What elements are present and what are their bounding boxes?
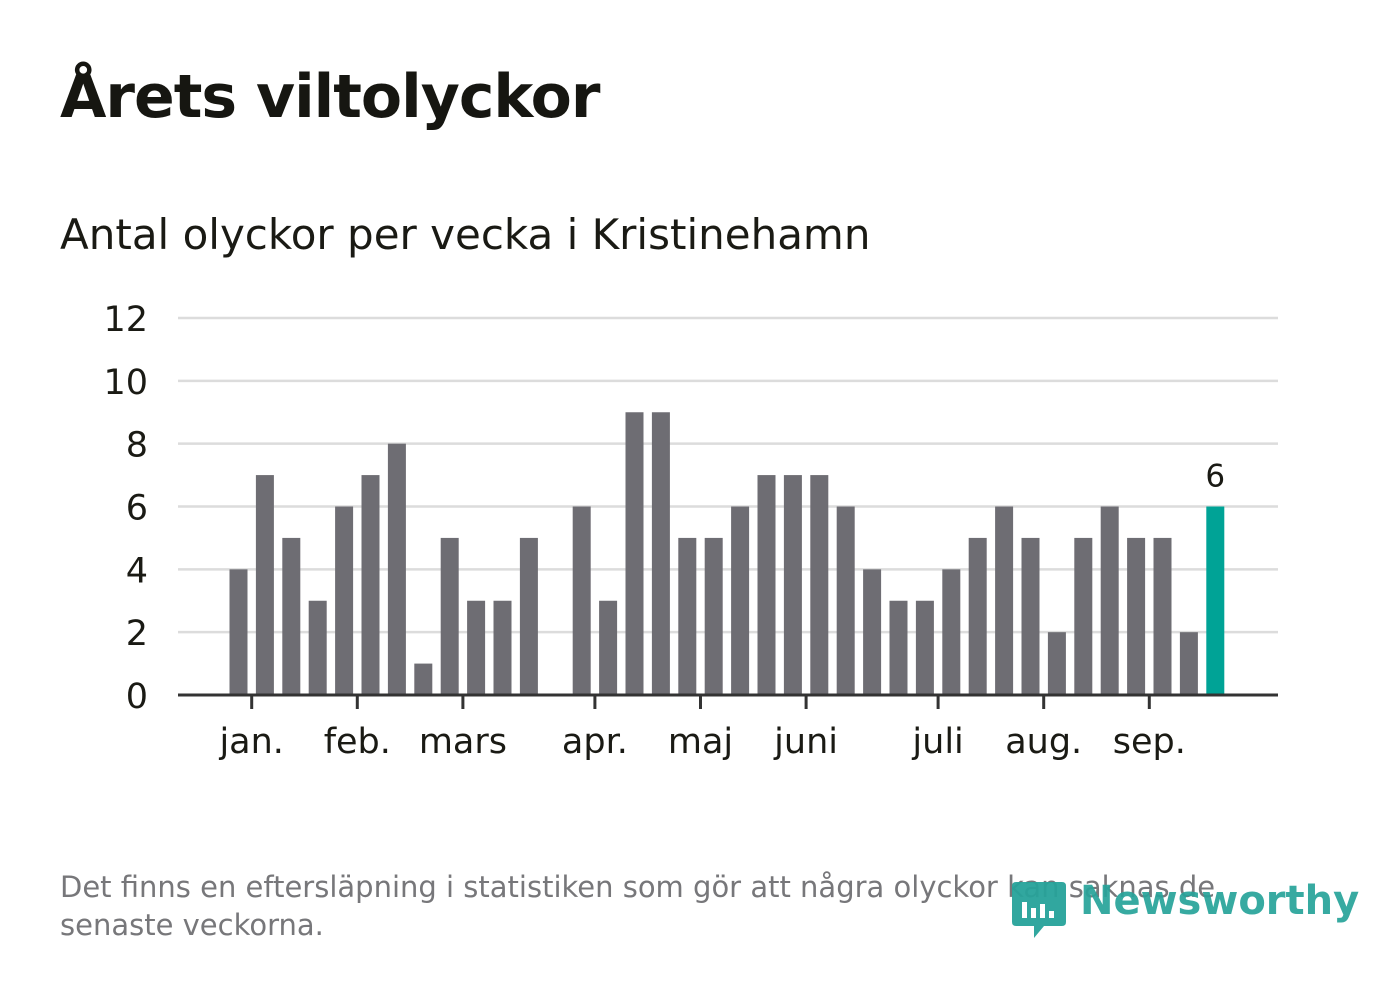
bar (704, 537, 723, 695)
x-tick-label: maj (668, 722, 733, 762)
annotations: 6 (1205, 459, 1225, 495)
newsworthy-logo-icon (1012, 882, 1066, 938)
bar (308, 600, 327, 695)
brand-name: Newsworthy (1080, 878, 1360, 924)
bar (335, 506, 354, 695)
bar (1074, 537, 1093, 695)
highlight-data-label: 6 (1205, 459, 1225, 495)
bar (625, 412, 644, 695)
y-tick-label: 6 (126, 489, 148, 529)
y-tick-label: 4 (126, 551, 148, 591)
newsworthy-brand: Newsworthy (1010, 872, 1359, 942)
bar (1021, 537, 1040, 695)
y-tick-label: 12 (103, 300, 148, 340)
x-tick-label: sep. (1113, 722, 1186, 762)
bar (889, 600, 908, 695)
chart-title: Årets viltolyckor (60, 62, 600, 132)
x-tick-label: aug. (1005, 722, 1082, 762)
bar (572, 506, 591, 695)
bar (1047, 632, 1066, 695)
y-tick-label: 2 (126, 614, 148, 654)
bars (229, 412, 1225, 695)
bar (651, 412, 670, 695)
bar (493, 600, 512, 695)
bar (1153, 537, 1172, 695)
bar-chart: 0 2 4 6 8 10 12 jan. feb. mars apr. maj juni juli aug… (103, 300, 1278, 762)
y-axis-ticks: 0 2 4 6 8 10 12 (103, 300, 148, 717)
gridlines (178, 316, 1278, 634)
bar (1179, 632, 1198, 695)
bar (440, 537, 459, 695)
bar (1100, 506, 1119, 695)
bar (863, 569, 882, 695)
bar (1127, 537, 1146, 695)
bar (467, 600, 486, 695)
bar (836, 506, 855, 695)
x-axis-month-labels: jan. feb. mars apr. maj juni juli aug. sep. (218, 722, 1185, 762)
bar (519, 537, 538, 695)
x-tick-label: jan. (218, 722, 283, 762)
bar (995, 506, 1014, 695)
bar (229, 569, 248, 695)
bar (361, 475, 380, 695)
x-tick-label: juli (911, 722, 963, 762)
x-tick-label: apr. (562, 722, 628, 762)
x-axis (178, 693, 1278, 709)
bar (942, 569, 961, 695)
y-tick-label: 0 (126, 677, 148, 717)
bar (915, 600, 934, 695)
y-tick-label: 10 (103, 363, 148, 403)
bar (282, 537, 301, 695)
bar (255, 475, 274, 695)
x-tick-label: juni (773, 722, 838, 762)
bar (810, 475, 829, 695)
bar (387, 443, 406, 695)
bar (414, 663, 433, 695)
chart-subtitle: Antal olyckor per vecka i Kristinehamn (60, 210, 871, 259)
x-tick-label: feb. (324, 722, 391, 762)
bar (783, 475, 802, 695)
bar (678, 537, 697, 695)
x-tick-label: mars (419, 722, 507, 762)
bar (731, 506, 750, 695)
bar (599, 600, 618, 695)
bar (968, 537, 987, 695)
y-tick-label: 8 (126, 426, 148, 466)
bar-highlight (1206, 506, 1225, 695)
bar (757, 475, 776, 695)
